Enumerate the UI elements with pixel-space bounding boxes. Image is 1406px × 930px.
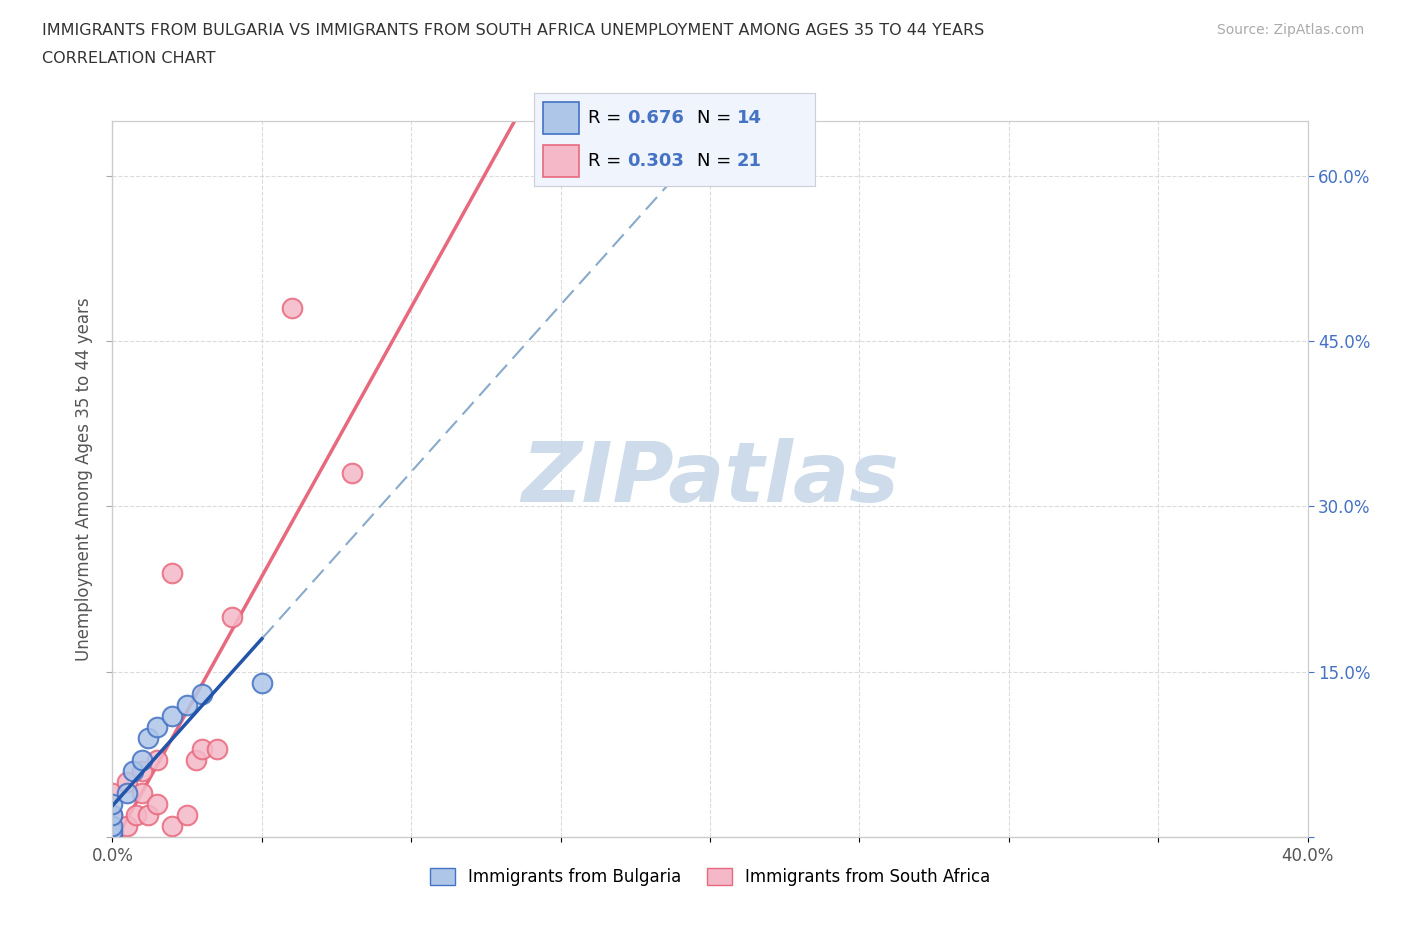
Point <box>101 818 124 833</box>
Text: 0.303: 0.303 <box>627 152 683 170</box>
FancyBboxPatch shape <box>543 145 579 177</box>
Point <box>101 830 124 844</box>
Point <box>162 818 183 833</box>
Text: 21: 21 <box>737 152 762 170</box>
Point <box>101 807 124 822</box>
Text: CORRELATION CHART: CORRELATION CHART <box>42 51 215 66</box>
Point <box>281 300 304 315</box>
Point <box>162 709 183 724</box>
Point <box>191 741 214 756</box>
Point <box>186 752 208 767</box>
Text: 14: 14 <box>737 109 762 127</box>
Y-axis label: Unemployment Among Ages 35 to 44 years: Unemployment Among Ages 35 to 44 years <box>75 298 93 660</box>
Point <box>146 720 169 735</box>
FancyBboxPatch shape <box>543 102 579 134</box>
Point <box>131 764 153 778</box>
Point <box>340 466 363 481</box>
Point <box>176 807 198 822</box>
Point <box>101 824 124 839</box>
Text: R =: R = <box>588 152 627 170</box>
Text: Source: ZipAtlas.com: Source: ZipAtlas.com <box>1216 23 1364 37</box>
Point <box>205 741 228 756</box>
Point <box>162 565 183 580</box>
Text: ZIPatlas: ZIPatlas <box>522 438 898 520</box>
Point <box>117 786 139 801</box>
Text: 0.676: 0.676 <box>627 109 683 127</box>
Point <box>101 796 124 811</box>
Point <box>176 698 198 712</box>
Point <box>146 752 169 767</box>
Point <box>138 730 160 745</box>
Text: N =: N = <box>697 109 737 127</box>
Point <box>250 675 273 690</box>
Legend: Immigrants from Bulgaria, Immigrants from South Africa: Immigrants from Bulgaria, Immigrants fro… <box>423 861 997 893</box>
Text: R =: R = <box>588 109 627 127</box>
Point <box>101 807 124 822</box>
Point <box>101 830 124 844</box>
Text: N =: N = <box>697 152 737 170</box>
Point <box>125 807 148 822</box>
Point <box>122 764 145 778</box>
Point <box>101 786 124 801</box>
Point <box>131 752 153 767</box>
Point <box>117 818 139 833</box>
Point <box>221 609 243 624</box>
Point <box>117 775 139 790</box>
Text: IMMIGRANTS FROM BULGARIA VS IMMIGRANTS FROM SOUTH AFRICA UNEMPLOYMENT AMONG AGES: IMMIGRANTS FROM BULGARIA VS IMMIGRANTS F… <box>42 23 984 38</box>
Point <box>191 686 214 701</box>
Point <box>131 786 153 801</box>
Point <box>101 818 124 833</box>
Point <box>138 807 160 822</box>
Point <box>146 796 169 811</box>
